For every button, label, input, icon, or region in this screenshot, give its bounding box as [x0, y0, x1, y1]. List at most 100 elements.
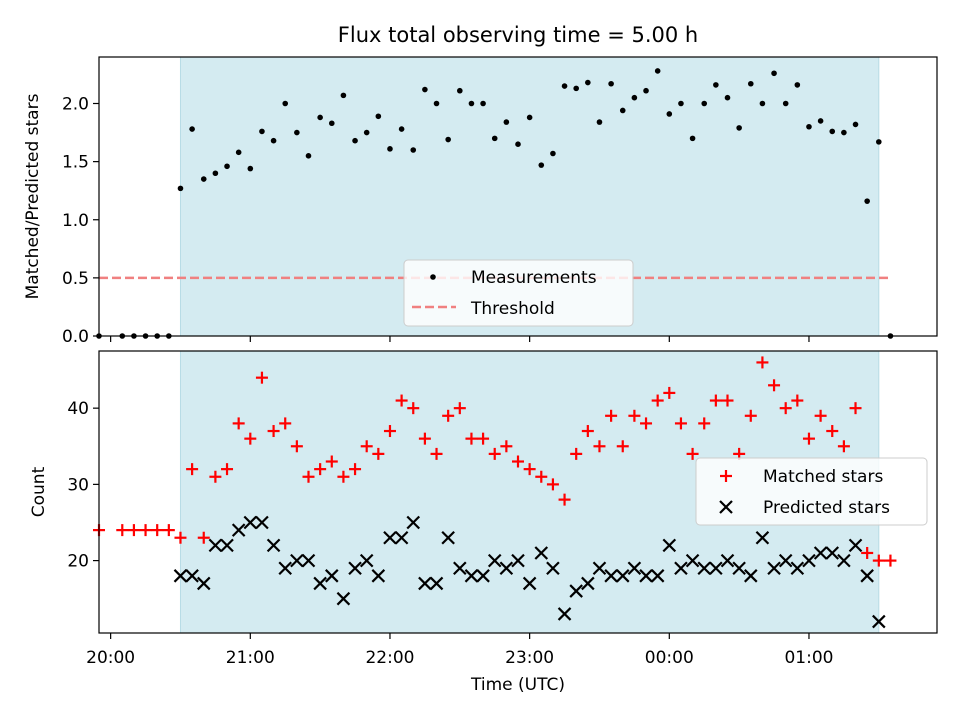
measurement-point	[841, 129, 847, 136]
matched-star-point	[244, 432, 257, 445]
matched-star-point	[430, 447, 443, 460]
predicted-star-point	[709, 561, 723, 575]
predicted-star-point	[324, 569, 339, 583]
measurement-point	[573, 85, 579, 92]
matched-star-point	[500, 440, 513, 453]
matched-star-point	[698, 417, 711, 430]
measurement-point	[259, 128, 265, 135]
measurement-legend-marker	[430, 274, 436, 280]
measurement-point	[678, 100, 684, 107]
measurement-point	[235, 149, 242, 156]
predicted-star-point	[266, 538, 281, 553]
predicted-star-point	[546, 561, 560, 575]
measurement-point	[782, 100, 789, 107]
measurement-point	[294, 129, 300, 136]
predicted-star-point	[604, 569, 618, 583]
measurement-point	[631, 94, 638, 101]
predicted-star-point	[476, 569, 490, 583]
matched-star-point	[453, 402, 466, 415]
predicted-star-point	[639, 569, 653, 583]
predicted-star-point	[255, 515, 269, 530]
top-y-ticks: 0.0 0.5 1.0 1.5 2.0	[62, 95, 99, 347]
matched-star-point	[768, 379, 781, 392]
matched-star-point	[651, 394, 664, 407]
measurement-point	[410, 147, 417, 153]
legend-threshold: Threshold	[470, 299, 555, 319]
measurement-point	[794, 82, 801, 88]
matched-star-point	[127, 524, 140, 537]
x-tick-label: 22:00	[365, 648, 414, 668]
measurement-point	[852, 121, 859, 128]
x-tick-label: 23:00	[505, 648, 554, 668]
top-y-axis-label: Matched/Predicted stars	[23, 93, 43, 299]
predicted-star-point	[860, 569, 874, 583]
predicted-star-point	[592, 561, 607, 575]
matched-star-point	[162, 524, 175, 537]
predicted-star-point	[522, 576, 537, 591]
matched-star-point	[383, 425, 396, 438]
measurement-point	[864, 198, 870, 204]
measurement-point	[445, 136, 451, 143]
matched-star-point	[395, 394, 408, 407]
predicted-star-point	[674, 561, 688, 575]
matched-star-point	[465, 432, 478, 445]
matched-star-point	[581, 425, 594, 438]
matched-star-point	[674, 417, 687, 430]
measurement-point	[515, 141, 521, 147]
predicted-star-point	[511, 553, 525, 568]
matched-star-point	[640, 417, 653, 430]
matched-star-point	[197, 531, 210, 544]
matched-star-point	[407, 402, 420, 415]
predicted-star-point	[429, 576, 444, 591]
predicted-star-point	[650, 569, 665, 583]
measurement-point	[340, 92, 347, 99]
matched-star-point	[174, 531, 187, 544]
matched-star-point	[442, 409, 455, 422]
matched-star-point	[221, 463, 234, 476]
matched-star-point	[360, 440, 373, 453]
legend-matched-stars: Matched stars	[763, 467, 883, 487]
bottom-panel: 20 30 40 20:00 21:00 22:00 23:00 00:00 01:00 Co…	[29, 350, 938, 695]
matched-star-point	[302, 470, 315, 483]
measurement-point	[876, 139, 882, 145]
x-tick-label: 00:00	[645, 648, 694, 668]
bottom-legend-box	[695, 457, 928, 526]
matched-star-point	[721, 394, 734, 407]
measurement-point	[468, 100, 475, 107]
measurement-point	[747, 80, 754, 87]
measurement-point	[270, 137, 277, 144]
predicted-star-point	[662, 538, 677, 553]
matched-star-point	[337, 470, 350, 483]
predicted-star-point	[627, 561, 642, 575]
predicted-star-point	[336, 591, 351, 606]
top-plot-frame	[98, 56, 938, 337]
predicted-star-point	[825, 546, 840, 560]
top-legend-box	[403, 259, 634, 327]
matched-star-point	[186, 463, 199, 476]
measurement-point	[643, 87, 649, 94]
top-y-tick-label: 2.0	[62, 95, 89, 115]
matched-star-point	[325, 455, 338, 468]
top-y-tick-label: 1.0	[62, 211, 89, 231]
matched-star-point	[418, 432, 431, 445]
measurement-point	[282, 100, 289, 107]
matched-star-point	[884, 554, 897, 567]
predicted-star-point	[790, 561, 805, 575]
predicted-star-point	[802, 553, 816, 568]
matched-star-point	[872, 554, 885, 567]
predicted-star-point	[487, 553, 502, 568]
bottom-y-tick-label: 40	[67, 399, 89, 419]
measurement-point	[177, 185, 184, 192]
matched-star-point	[837, 440, 850, 453]
measurement-point	[608, 80, 614, 87]
measurement-point	[352, 137, 358, 144]
matched-star-point	[477, 432, 490, 445]
predicted-star-point	[371, 569, 386, 583]
matched-legend-marker	[720, 470, 732, 482]
measurement-point	[829, 128, 836, 135]
matched-star-point	[546, 478, 559, 491]
measurement-point	[491, 135, 498, 142]
measurement-point	[398, 126, 405, 132]
matched-star-point	[512, 455, 524, 468]
measurement-point	[328, 120, 335, 127]
